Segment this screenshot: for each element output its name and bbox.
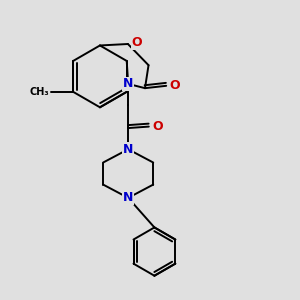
Text: O: O	[152, 120, 163, 133]
Text: N: N	[123, 191, 134, 204]
Text: N: N	[123, 143, 134, 156]
Text: O: O	[131, 36, 142, 49]
Text: CH₃: CH₃	[30, 87, 50, 97]
Text: N: N	[123, 77, 134, 90]
Text: O: O	[170, 79, 180, 92]
